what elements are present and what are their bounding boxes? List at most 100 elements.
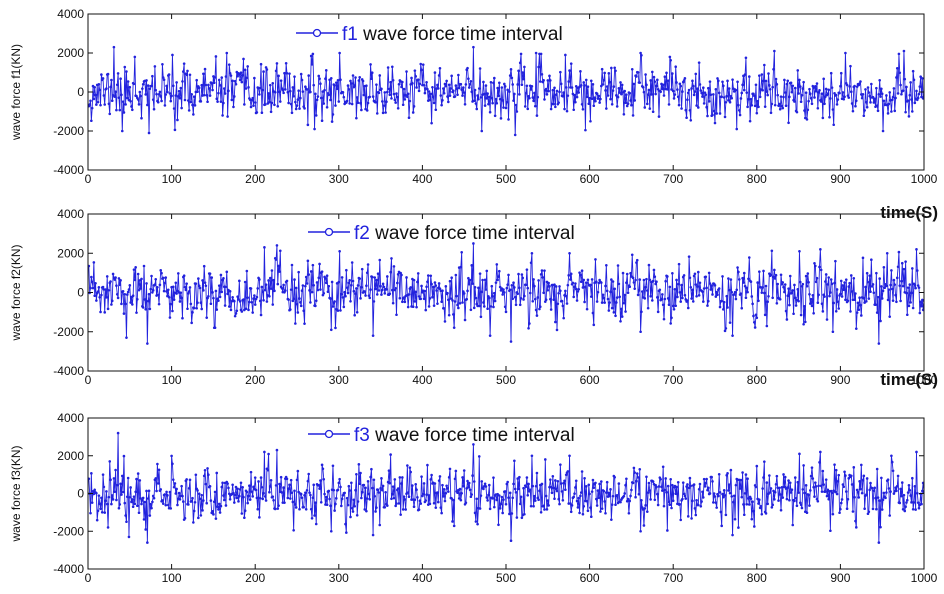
data-point [827, 276, 830, 279]
data-point [614, 314, 617, 318]
data-point [391, 65, 394, 69]
data-point [306, 479, 310, 483]
data-point [404, 508, 407, 511]
data-point [238, 494, 241, 498]
data-point [129, 486, 132, 489]
data-point [872, 101, 876, 104]
data-point [526, 286, 530, 290]
data-point [132, 268, 136, 271]
data-point [192, 113, 195, 116]
data-point [814, 264, 817, 268]
data-point [860, 96, 864, 100]
data-point [763, 460, 766, 463]
data-point [212, 500, 216, 504]
data-point [739, 478, 743, 482]
data-point [825, 318, 829, 321]
data-point [147, 292, 151, 296]
data-point [220, 76, 224, 79]
data-point [853, 84, 856, 88]
data-point [621, 271, 625, 275]
data-point [350, 481, 353, 485]
data-point [610, 518, 613, 521]
data-point [189, 100, 193, 104]
data-point [164, 276, 168, 279]
data-point [116, 296, 120, 300]
data-point [864, 285, 867, 289]
data-point [683, 77, 687, 80]
data-point [218, 295, 222, 299]
data-point [201, 509, 204, 512]
data-point [362, 483, 366, 487]
data-point [771, 503, 774, 507]
data-point [165, 84, 168, 88]
data-point [770, 506, 774, 509]
data-point [717, 91, 721, 95]
data-point [895, 300, 898, 304]
data-point [310, 63, 314, 66]
data-point [563, 479, 566, 483]
data-point [516, 83, 519, 86]
data-point [214, 55, 218, 58]
data-point [656, 492, 659, 496]
data-point [599, 510, 602, 513]
data-point [595, 92, 599, 96]
data-point [818, 265, 821, 269]
data-point [460, 88, 463, 91]
data-point [426, 274, 430, 277]
data-point [523, 65, 526, 69]
data-point [879, 525, 882, 529]
data-point [829, 291, 832, 294]
data-point [260, 111, 264, 115]
data-point [590, 490, 594, 493]
data-point [870, 258, 873, 261]
data-point [899, 299, 902, 303]
data-point [434, 108, 438, 112]
data-point [889, 490, 892, 493]
data-point [150, 506, 153, 510]
data-point [834, 468, 838, 472]
data-point [905, 85, 908, 89]
data-point [293, 75, 296, 78]
data-point [697, 61, 701, 64]
data-point [505, 100, 509, 104]
data-point [645, 83, 648, 87]
data-point [206, 100, 209, 104]
data-point [656, 310, 660, 314]
y-tick-label: -4000 [53, 562, 84, 576]
data-point [870, 486, 874, 490]
data-point [141, 498, 144, 502]
data-point [558, 285, 561, 288]
data-point [271, 81, 275, 85]
data-point [152, 107, 156, 111]
data-point [752, 321, 756, 324]
data-point [644, 504, 647, 507]
data-point [104, 499, 107, 503]
data-point [574, 100, 577, 104]
data-point [896, 92, 900, 95]
data-point [404, 93, 407, 97]
data-point [443, 320, 447, 323]
data-point [209, 302, 213, 306]
data-point [913, 101, 917, 105]
data-point [616, 95, 620, 99]
data-point [722, 308, 725, 311]
data-point [173, 128, 177, 132]
data-point [915, 450, 918, 454]
data-point [793, 100, 796, 103]
data-point [897, 52, 901, 56]
data-point [446, 487, 449, 490]
data-point [106, 307, 110, 311]
data-point [831, 512, 835, 516]
data-point [569, 278, 572, 281]
data-point [296, 98, 300, 101]
data-point [507, 118, 510, 121]
data-point [763, 105, 767, 108]
data-point [457, 73, 460, 77]
data-point [914, 286, 917, 290]
data-point [466, 66, 469, 70]
data-point [110, 502, 113, 506]
data-point [562, 91, 565, 94]
data-point [267, 452, 270, 456]
legend-label: f1 wave force time interval [342, 24, 563, 45]
legend-label: f3 wave force time interval [354, 425, 575, 446]
